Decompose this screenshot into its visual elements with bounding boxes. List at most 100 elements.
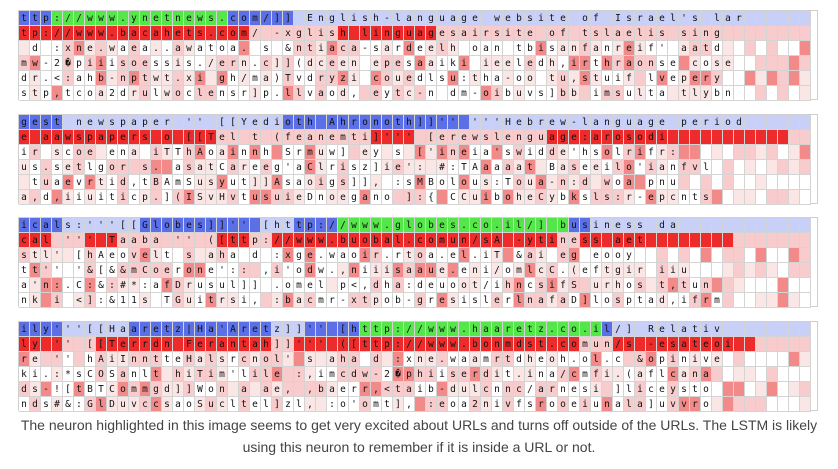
char-cell: e <box>327 56 338 71</box>
char-cell: i <box>107 175 118 190</box>
char-cell <box>767 11 778 26</box>
char-cell: u <box>558 71 569 86</box>
char-cell: ' <box>382 130 393 145</box>
char-cell: r <box>327 293 338 308</box>
char-cell: a <box>151 233 162 248</box>
char-cell: e <box>338 382 349 397</box>
char-cell: s <box>624 218 635 233</box>
char-cell: s <box>140 160 151 175</box>
char-cell: a <box>52 130 63 145</box>
char-cell: T <box>162 145 173 160</box>
char-cell: [ <box>85 337 96 352</box>
char-cell <box>767 160 778 175</box>
char-cell: / <box>74 11 85 26</box>
char-cell: : <box>52 367 63 382</box>
char-cell: a <box>536 175 547 190</box>
char-cell: o <box>85 86 96 101</box>
char-cell: o <box>382 293 393 308</box>
char-cell: e <box>569 382 580 397</box>
char-cell: n <box>690 367 701 382</box>
char-cell: o <box>701 397 712 412</box>
char-cell: b <box>525 41 536 56</box>
char-cell <box>723 218 734 233</box>
char-cell: i <box>437 145 448 160</box>
char-cell: a <box>679 322 690 337</box>
char-cell: * <box>63 367 74 382</box>
char-cell: i <box>525 145 536 160</box>
char-cell: c <box>569 367 580 382</box>
char-cell: t <box>591 71 602 86</box>
char-cell: s <box>635 218 646 233</box>
char-cell: n <box>140 352 151 367</box>
char-cell: p <box>382 322 393 337</box>
char-cell <box>767 293 778 308</box>
char-cell: p <box>30 26 41 41</box>
char-cell: d <box>514 352 525 367</box>
char-cell: y <box>712 71 723 86</box>
char-cell: r <box>492 352 503 367</box>
char-cell: a <box>74 71 85 86</box>
char-cell: h <box>503 278 514 293</box>
char-cell: s <box>228 293 239 308</box>
char-cell: t <box>514 26 525 41</box>
char-cell <box>745 367 756 382</box>
char-cell: s <box>580 71 591 86</box>
char-cell: [ <box>96 263 107 278</box>
char-cell <box>63 293 74 308</box>
char-cell: a <box>646 293 657 308</box>
char-cell: c <box>140 26 151 41</box>
char-cell <box>767 367 778 382</box>
char-cell: [ <box>118 218 129 233</box>
char-cell: ] <box>294 322 305 337</box>
char-cell <box>63 248 74 263</box>
char-cell: ] <box>283 11 294 26</box>
char-cell: ] <box>272 397 283 412</box>
char-cell: l <box>228 278 239 293</box>
char-cell: c <box>129 190 140 205</box>
char-cell: r <box>701 115 712 130</box>
char-cell: : <box>613 190 624 205</box>
char-cell: t <box>96 175 107 190</box>
char-cell: a <box>668 218 679 233</box>
char-cell: o <box>470 41 481 56</box>
char-cell: l <box>481 293 492 308</box>
char-cell <box>734 160 745 175</box>
char-cell: a <box>173 397 184 412</box>
char-cell <box>800 352 811 367</box>
char-cell: , <box>338 263 349 278</box>
char-cell: t <box>19 263 30 278</box>
char-cell: v <box>305 86 316 101</box>
char-cell: y <box>129 11 140 26</box>
char-cell: u <box>624 115 635 130</box>
char-cell: i <box>668 352 679 367</box>
char-cell: a <box>217 145 228 160</box>
char-cell: a <box>349 352 360 367</box>
char-cell: n <box>481 397 492 412</box>
char-cell <box>481 11 492 26</box>
char-cell <box>756 233 767 248</box>
char-cell: s <box>305 352 316 367</box>
char-cell: u <box>118 397 129 412</box>
char-cell <box>745 130 756 145</box>
char-cell: a <box>327 41 338 56</box>
char-cell: C <box>107 382 118 397</box>
char-cell: b <box>426 382 437 397</box>
char-cell: a <box>558 293 569 308</box>
char-cell: o <box>162 218 173 233</box>
char-cell: t <box>162 352 173 367</box>
char-cell: e <box>118 337 129 352</box>
char-cell: n <box>558 175 569 190</box>
char-cell: , <box>305 367 316 382</box>
char-cell: C <box>536 190 547 205</box>
char-cell: w <box>602 175 613 190</box>
char-cell: r <box>602 278 613 293</box>
char-cell: o <box>228 26 239 41</box>
char-cell: o <box>525 71 536 86</box>
char-cell: i <box>624 263 635 278</box>
char-cell: r <box>613 41 624 56</box>
char-cell <box>756 367 767 382</box>
char-cell: G <box>173 293 184 308</box>
